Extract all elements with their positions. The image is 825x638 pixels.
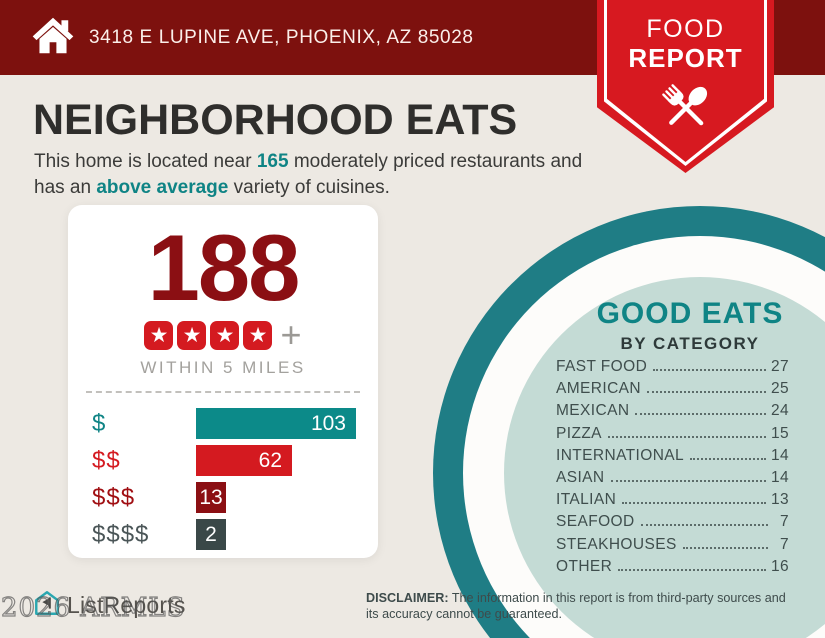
dotted-leader (647, 391, 766, 394)
price-bar-value: 13 (199, 485, 223, 509)
category-value: 24 (770, 402, 789, 420)
dashed-divider (86, 391, 360, 393)
logo-text: ListReports (67, 592, 186, 618)
category-row: OTHER 16 (556, 558, 789, 580)
price-row: $$$$ 2 (92, 519, 378, 550)
category-row: SEAFOOD 7 (556, 513, 789, 535)
price-tier-label: $$$ (92, 483, 136, 511)
good-eats-subtitle: BY CATEGORY (620, 334, 760, 353)
price-tier-label: $$$$ (92, 520, 150, 548)
price-bar-value: 103 (310, 411, 346, 435)
category-label: OTHER (556, 557, 613, 575)
star-icon: ★ (177, 320, 207, 350)
category-label: PIZZA (556, 424, 602, 442)
category-label: INTERNATIONAL (556, 446, 685, 464)
price-bar: 13 (196, 482, 226, 513)
price-bar: 103 (196, 408, 356, 439)
category-row: PIZZA 15 (556, 425, 789, 447)
good-eats-title: GOOD EATS (596, 297, 784, 330)
category-label: STEAKHOUSES (556, 535, 677, 553)
page-title: NEIGHBORHOOD EATS (33, 96, 518, 144)
category-list: FAST FOOD 27 AMERICAN 25 MEXICAN 24 PIZZA 15 INT… (556, 358, 789, 580)
subtitle-text: This home is located near (34, 151, 257, 172)
dotted-leader (690, 457, 766, 460)
category-label: MEXICAN (556, 402, 630, 420)
disclaimer-label: DISCLAIMER: (366, 591, 449, 605)
subtitle-text: has an (34, 177, 97, 199)
dotted-leader (607, 435, 766, 438)
good-eats-header: GOOD EATS BY CATEGORY (560, 297, 820, 354)
price-tier-label: $$ (92, 446, 121, 474)
category-value: 27 (770, 358, 789, 375)
price-chart: $103 $$ 62 $$$ 13 $$$$ 2 (68, 408, 378, 550)
category-row: STEAKHOUSES 7 (556, 536, 789, 558)
category-label: ASIAN (556, 468, 605, 486)
category-value: 25 (770, 380, 789, 398)
category-value: 14 (770, 446, 789, 464)
dotted-leader (622, 502, 766, 505)
category-row: INTERNATIONAL 14 (556, 447, 789, 469)
price-row: $$$ 13 (92, 482, 378, 513)
category-value: 15 (770, 424, 789, 442)
category-row: AMERICAN 25 (556, 380, 789, 402)
price-bar-value: 62 (258, 448, 282, 472)
property-address: 3418 E LUPINE AVE, PHOENIX, AZ 85028 (89, 26, 474, 48)
category-value: 7 (779, 535, 789, 553)
house-logo-icon (33, 589, 61, 622)
price-row: $$ 62 (92, 445, 378, 476)
radius-caption: WITHIN 5 MILES (140, 358, 306, 377)
good-eats-circle-fill (504, 277, 825, 638)
category-value: 16 (770, 557, 789, 575)
category-label: FAST FOOD (556, 358, 648, 375)
subtitle-text: variety of cuisines. (228, 177, 390, 199)
category-label: AMERICAN (556, 380, 642, 398)
category-row: FAST FOOD 27 (556, 358, 789, 380)
listreports-logo: ListReports (33, 589, 186, 622)
disclaimer-text: The information in this report is from t… (366, 591, 786, 622)
price-row: $103 (92, 408, 378, 439)
dotted-leader (640, 524, 768, 527)
star-icon: ★ (243, 320, 273, 350)
utensils-icon (655, 73, 717, 144)
badge-line2: REPORT (628, 42, 743, 73)
dotted-leader (610, 479, 766, 482)
restaurant-count-highlight: 165 (256, 151, 289, 172)
restaurant-summary-card: 188 ★ ★ ★ ★ + WITHIN 5 MILES $103 $$ 62 $$$ 13 $… (68, 205, 378, 558)
dotted-leader (635, 413, 766, 416)
disclaimer: DISCLAIMER: The information in this repo… (366, 590, 798, 622)
stars-tiles: ★ ★ ★ ★ (144, 320, 273, 350)
stars-row: ★ ★ ★ ★ + (68, 314, 378, 355)
category-row: ASIAN 14 (556, 469, 789, 491)
badge-line1: FOOD (646, 15, 725, 43)
price-bar: 62 (196, 445, 292, 476)
plus-icon: + (280, 314, 302, 355)
dotted-leader (682, 546, 768, 549)
category-label: SEAFOOD (556, 513, 635, 531)
star-icon: ★ (144, 320, 174, 350)
variety-highlight: above average (96, 177, 229, 199)
price-bar: 2 (196, 519, 226, 550)
star-icon: ★ (210, 320, 240, 350)
subtitle-text: moderately priced restaurants and (288, 151, 583, 172)
page-subtitle: This home is located near 165 moderately… (34, 149, 599, 201)
total-restaurant-count: 188 (147, 215, 301, 320)
price-bar-value: 2 (205, 522, 217, 546)
category-value: 13 (770, 491, 789, 509)
category-value: 7 (779, 513, 789, 531)
category-row: MEXICAN 24 (556, 402, 789, 424)
category-value: 14 (770, 468, 789, 486)
home-icon (31, 16, 75, 60)
food-report-badge: FOOD REPORT (597, 0, 774, 173)
category-row: ITALIAN 13 (556, 491, 789, 513)
category-label: ITALIAN (556, 491, 617, 509)
dotted-leader (653, 369, 766, 371)
price-tier-label: $ (92, 409, 107, 437)
dotted-leader (618, 568, 766, 571)
